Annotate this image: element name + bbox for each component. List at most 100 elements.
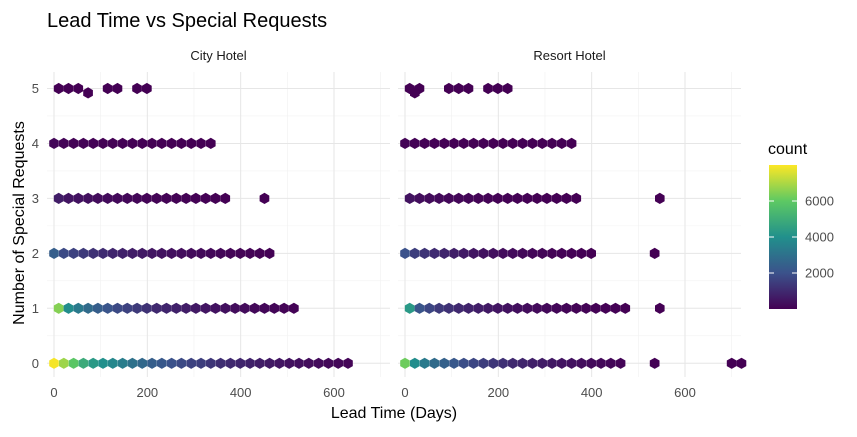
hex-bin <box>439 137 449 149</box>
panel-0: City Hotel 0 200 400 600 0 1 2 3 4 5 <box>32 48 390 400</box>
hex-bin <box>400 357 410 369</box>
y-tick-label: 2 <box>32 246 39 261</box>
hex-bin <box>127 137 138 149</box>
hex-bin <box>108 357 118 369</box>
hex-bin <box>186 357 196 369</box>
hex-bin <box>259 192 270 204</box>
hex-bin <box>459 357 469 369</box>
hex-bin <box>63 82 74 95</box>
hex-bin <box>532 302 542 314</box>
hex-bin <box>132 82 142 95</box>
hex-bin <box>132 192 142 204</box>
hex-bin <box>220 302 231 314</box>
hex-bin <box>147 137 157 149</box>
hex-bin <box>488 357 498 369</box>
y-tick-label: 4 <box>32 136 39 151</box>
hex-bin <box>453 302 464 314</box>
hex-bin <box>736 357 747 369</box>
hex-bin <box>176 137 187 149</box>
hex-bin <box>586 247 596 259</box>
hex-bin <box>53 302 64 314</box>
hex-bin <box>493 82 503 95</box>
hex-bin <box>161 192 172 204</box>
x-axis-label: Lead Time (Days) <box>331 405 457 422</box>
hex-bin <box>468 137 479 149</box>
hex-bin <box>102 302 113 314</box>
hex-bin <box>127 247 138 259</box>
hex-bin <box>230 302 240 314</box>
hex-bin <box>294 357 304 369</box>
hex-bin <box>83 192 93 204</box>
hex-bin <box>171 192 182 204</box>
x-tick-label: 600 <box>674 385 696 400</box>
hex-bin <box>444 192 454 204</box>
hex-bin <box>88 137 98 149</box>
hex-bin <box>235 247 245 259</box>
hex-bin <box>566 357 577 369</box>
x-tick-label: 0 <box>401 385 408 400</box>
hex-bin <box>557 137 567 149</box>
hex-bin <box>240 302 250 314</box>
hex-bin <box>444 82 454 95</box>
hex-bin <box>112 82 123 95</box>
hex-bin <box>269 302 280 314</box>
hex-bin <box>512 192 523 204</box>
hex-bin <box>147 357 157 369</box>
hex-bin <box>591 302 601 314</box>
legend-title: count <box>768 141 808 158</box>
hex-bin <box>78 247 89 259</box>
hex-bin <box>483 192 493 204</box>
hex-bin <box>59 137 69 149</box>
hex-bin <box>586 357 596 369</box>
hex-bin <box>108 247 118 259</box>
hex-bin <box>502 192 513 204</box>
legend-tick-label: 2000 <box>805 266 834 281</box>
hex-bin <box>620 302 631 314</box>
hex-bin <box>98 137 108 149</box>
x-tick-label: 400 <box>230 385 252 400</box>
hex-bin <box>249 302 260 314</box>
hex-bin <box>517 137 528 149</box>
hex-bin <box>68 247 79 259</box>
hex-bin <box>176 247 187 259</box>
hex-bin <box>517 247 528 259</box>
hex-bin <box>493 302 503 314</box>
x-tick-label: 200 <box>136 385 158 400</box>
hex-bin <box>463 82 474 95</box>
hex-bin <box>245 357 255 369</box>
y-tick-label: 5 <box>32 81 39 96</box>
hex-bin <box>459 247 469 259</box>
hex-bin <box>571 302 582 314</box>
hex-bin <box>151 302 162 314</box>
hex-bin <box>215 357 226 369</box>
hex-bin <box>191 302 201 314</box>
hex-bin <box>78 357 89 369</box>
hex-bin <box>117 357 128 369</box>
hex-bin <box>655 192 665 204</box>
hex-bin <box>304 357 314 369</box>
hex-bin <box>49 247 59 259</box>
hex-bin <box>284 357 294 369</box>
hex-bin <box>498 357 508 369</box>
hex-bin <box>527 357 538 369</box>
hex-bin <box>53 82 64 95</box>
hex-bin <box>542 192 552 204</box>
hex-bin <box>200 192 211 204</box>
hex-bin <box>59 357 69 369</box>
hex-bin <box>206 357 216 369</box>
hex-bin <box>88 247 98 259</box>
hex-bin <box>449 247 459 259</box>
hex-bin <box>473 192 484 204</box>
hex-bin <box>112 302 123 314</box>
hex-bin <box>49 357 59 369</box>
hex-bin <box>206 247 216 259</box>
hex-bin <box>576 357 587 369</box>
hex-bin <box>400 247 410 259</box>
hex-bin <box>410 137 420 149</box>
hex-bin <box>478 247 489 259</box>
hex-bin <box>429 247 440 259</box>
hex-bin <box>561 302 572 314</box>
hex-bin <box>181 192 191 204</box>
hex-bin <box>191 192 201 204</box>
